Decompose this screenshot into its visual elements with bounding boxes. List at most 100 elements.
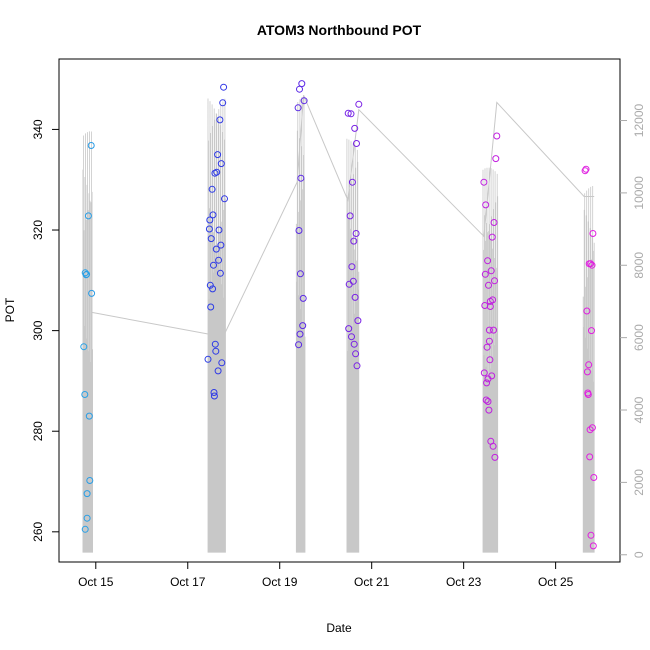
data-point-series-5	[582, 165, 590, 173]
data-point-series-1	[205, 225, 213, 233]
y2-tick-label: 4000	[632, 396, 646, 423]
data-point-series-0	[84, 212, 92, 220]
data-point-series-5	[584, 391, 592, 398]
data-point-series-5	[583, 368, 591, 376]
data-point-series-1	[208, 185, 216, 193]
data-point-series-3	[347, 110, 355, 118]
data-point-series-3	[353, 140, 360, 147]
data-point-series-5	[583, 307, 591, 315]
y-tick-label: 260	[31, 521, 45, 541]
data-point-series-4	[486, 356, 494, 364]
y-tick-label: 340	[31, 119, 45, 139]
x-tick-label: Oct 19	[262, 575, 298, 589]
data-point-series-1	[219, 99, 227, 107]
data-point-series-4	[486, 303, 494, 310]
x-tick-label: Oct 17	[170, 575, 206, 589]
data-point-series-2	[296, 85, 303, 93]
data-point-series-3	[348, 178, 356, 186]
data-point-series-4	[482, 396, 490, 404]
data-point-series-5	[588, 327, 595, 335]
data-point-series-4	[490, 326, 497, 334]
data-point-series-5	[587, 531, 595, 539]
data-point-series-4	[485, 281, 492, 289]
data-point-series-1	[217, 160, 225, 168]
data-point-series-0	[85, 412, 93, 420]
y-tick-label: 280	[31, 421, 45, 441]
data-point-series-0	[87, 142, 95, 149]
data-point-series-2	[298, 80, 306, 88]
data-point-series-5	[588, 261, 596, 269]
x-tick-label: Oct 25	[538, 575, 574, 589]
data-point-series-5	[586, 426, 594, 434]
data-point-series-5	[589, 542, 597, 550]
data-point-series-3	[349, 277, 357, 285]
y2-tick-label: 8000	[632, 252, 646, 279]
y-axis: 260 280 300 320 340	[31, 119, 59, 542]
data-point-series-0	[88, 289, 96, 297]
data-point-series-4	[481, 270, 489, 278]
y2-tick-label: 2000	[632, 469, 646, 496]
data-point-series-1	[210, 392, 218, 400]
data-point-series-4	[483, 379, 491, 387]
chart-title: ATOM3 Northbound POT	[257, 22, 422, 38]
y-tick-label: 320	[31, 220, 45, 240]
y2-tick-label: 6000	[632, 324, 646, 351]
data-point-series-2	[299, 322, 307, 330]
data-point-series-5	[588, 424, 596, 432]
data-point-series-2	[300, 97, 308, 105]
data-point-series-4	[485, 337, 493, 345]
data-point-series-3	[348, 333, 355, 341]
data-point-series-1	[209, 211, 217, 219]
data-point-series-3	[344, 109, 352, 117]
data-point-series-1	[206, 281, 214, 289]
data-point-series-3	[346, 212, 354, 220]
data-point-series-3	[350, 340, 358, 348]
data-points-layer	[80, 80, 598, 550]
data-point-series-4	[485, 406, 493, 414]
pot-spike-lines	[82, 95, 595, 553]
data-point-series-1	[212, 245, 220, 253]
data-point-series-3	[345, 325, 353, 333]
data-point-series-1	[221, 195, 228, 203]
y-axis-label: POT	[3, 297, 17, 322]
data-point-series-1	[216, 116, 224, 124]
data-point-series-0	[83, 514, 91, 522]
pot-line-layer	[82, 95, 595, 553]
data-point-series-1	[210, 389, 218, 396]
data-point-series-3	[353, 362, 361, 370]
data-point-series-3	[351, 124, 359, 132]
data-point-series-4	[485, 326, 493, 334]
data-point-series-1	[216, 269, 224, 277]
data-point-series-1	[206, 216, 214, 224]
data-point-series-2	[299, 294, 307, 302]
x-tick-label: Oct 15	[78, 575, 114, 589]
data-point-series-5	[585, 361, 593, 369]
data-point-series-2	[296, 270, 304, 278]
y2-tick-label: 12000	[632, 103, 646, 137]
data-point-series-4	[493, 132, 501, 140]
data-point-series-0	[86, 477, 94, 484]
data-point-series-3	[352, 230, 360, 237]
data-point-series-1	[212, 347, 220, 355]
pot-trend-line	[91, 95, 595, 335]
y-axis-right: 0 2000 4000 6000 8000 10000 12000	[620, 103, 646, 558]
data-point-series-4	[490, 219, 498, 226]
data-point-series-1	[210, 261, 217, 269]
data-point-series-0	[83, 270, 91, 278]
data-point-series-5	[589, 230, 597, 237]
data-point-series-2	[294, 104, 302, 112]
plot-area-frame	[58, 58, 621, 563]
data-point-series-1	[207, 235, 215, 243]
data-point-series-2	[296, 330, 304, 338]
data-point-series-4	[488, 233, 496, 241]
data-point-series-3	[354, 317, 362, 325]
data-point-series-5	[586, 453, 594, 461]
data-point-series-4	[489, 442, 497, 450]
data-point-series-1	[215, 256, 223, 264]
y2-tick-label: 0	[632, 551, 646, 558]
data-point-series-4	[492, 155, 500, 163]
x-axis-label: Date	[326, 621, 352, 635]
data-point-series-1	[215, 226, 223, 234]
data-point-series-1	[214, 151, 222, 159]
data-point-series-3	[355, 100, 363, 108]
